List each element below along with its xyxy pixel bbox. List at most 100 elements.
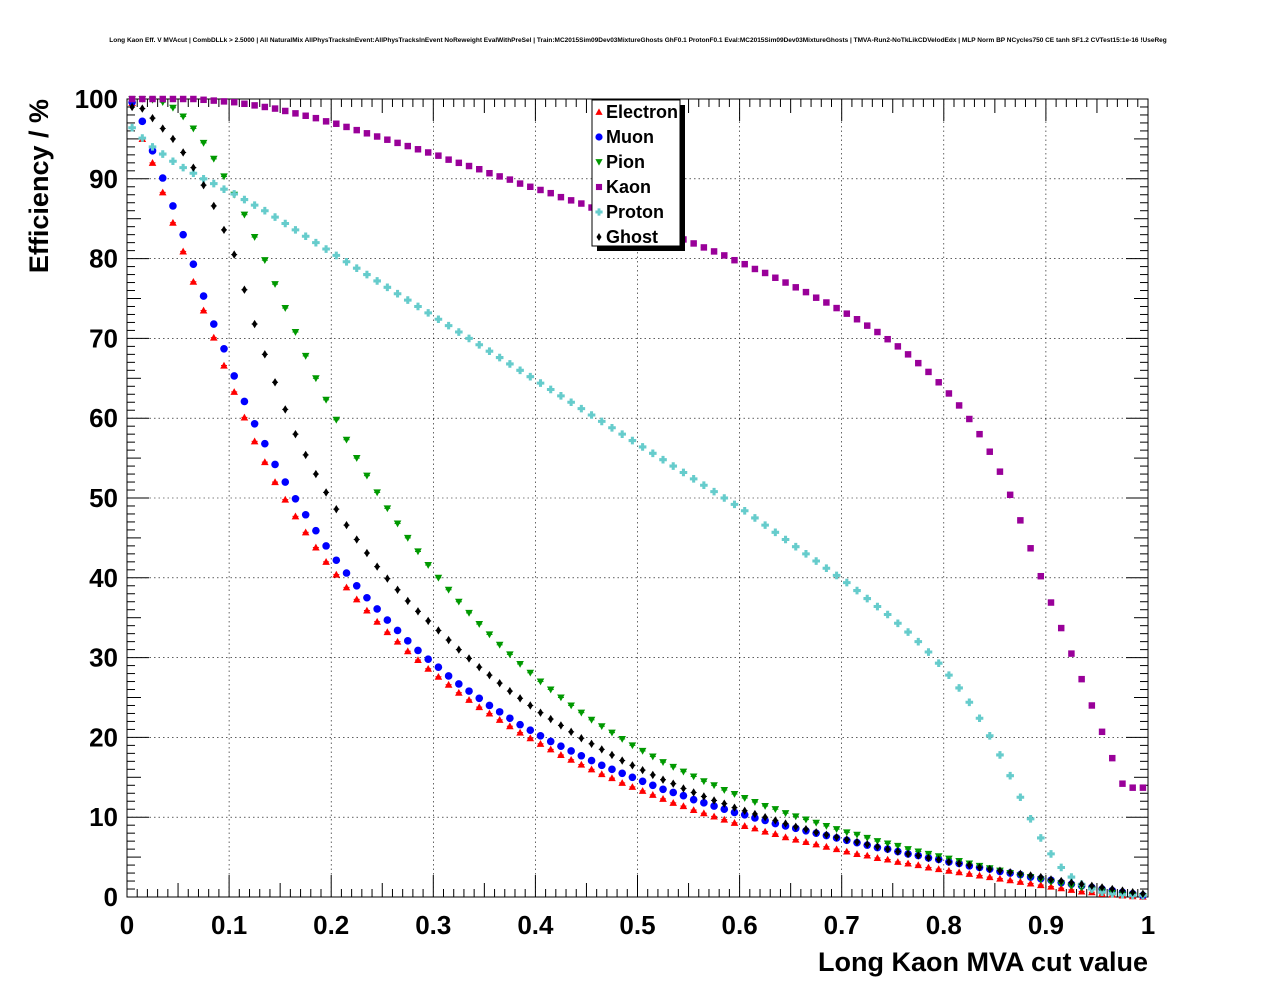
data-point [271, 460, 279, 469]
data-point [1130, 888, 1136, 897]
data-point [924, 863, 933, 871]
data-point [955, 684, 963, 692]
data-point [537, 708, 544, 717]
data-point [323, 488, 329, 497]
data-point [231, 250, 237, 259]
data-point [262, 350, 268, 359]
data-point [854, 837, 860, 847]
data-point [914, 637, 923, 646]
data-point [465, 696, 473, 703]
data-point [548, 714, 554, 724]
data-point [1078, 675, 1085, 683]
data-point [230, 190, 239, 198]
data-point [720, 805, 729, 814]
data-point [812, 294, 820, 301]
data-point [997, 866, 1003, 875]
data-point [383, 283, 392, 292]
data-point [179, 95, 187, 103]
data-point [209, 179, 218, 188]
data-point [1140, 889, 1146, 898]
data-point [761, 521, 769, 529]
data-point [527, 183, 534, 191]
data-point [874, 842, 881, 851]
data-point [945, 390, 953, 397]
data-point [945, 671, 953, 679]
data-point [199, 175, 208, 183]
data-point [638, 777, 647, 786]
data-point [863, 834, 872, 842]
data-point [373, 617, 381, 625]
data-point [649, 791, 657, 798]
data-point [802, 288, 810, 296]
data-point [812, 840, 820, 848]
data-point [608, 765, 616, 774]
data-point [250, 437, 259, 445]
data-point [220, 173, 228, 181]
data-point [1078, 880, 1085, 889]
data-point [139, 104, 145, 113]
data-point [975, 714, 984, 723]
data-point [281, 305, 290, 312]
data-point [444, 672, 453, 680]
data-point [934, 659, 943, 667]
data-point [139, 95, 146, 103]
data-point [526, 669, 535, 677]
data-point [628, 436, 637, 445]
data-point [403, 647, 412, 655]
data-point [507, 686, 513, 696]
data-point [649, 781, 657, 790]
data-point [619, 756, 625, 765]
data-point [618, 735, 626, 743]
data-point [874, 328, 881, 336]
data-point [128, 95, 136, 103]
data-point [721, 799, 727, 808]
data-point [546, 745, 555, 753]
data-point [740, 822, 749, 830]
grid [127, 99, 1148, 897]
data-point [915, 359, 922, 367]
data-point [1119, 780, 1126, 787]
data-point [148, 147, 157, 155]
data-point [721, 252, 728, 259]
data-point [455, 328, 463, 336]
data-point [160, 124, 166, 133]
data-point [771, 528, 780, 537]
data-point [546, 737, 555, 746]
data-point [485, 701, 494, 710]
data-point [1068, 878, 1075, 887]
data-point [822, 564, 831, 573]
data-point [1067, 873, 1076, 881]
data-point [435, 152, 442, 159]
data-point [843, 578, 851, 587]
data-point [608, 774, 616, 782]
data-point [751, 265, 759, 273]
data-point [782, 279, 789, 286]
chart-title: Long Kaon Eff. V MVAcut | CombDLLk > 2.5… [109, 37, 1166, 44]
data-point [588, 739, 595, 748]
y-tick-label: 40 [89, 563, 118, 593]
data-point [587, 756, 596, 765]
data-point [322, 245, 330, 253]
data-point [424, 664, 432, 672]
data-point [966, 415, 973, 423]
data-point [1109, 884, 1115, 894]
legend-label-kaon: Kaon [606, 177, 651, 197]
data-point [915, 851, 921, 860]
data-point [945, 866, 953, 874]
data-point [343, 123, 350, 131]
data-point [1038, 872, 1044, 882]
data-point [199, 306, 208, 314]
data-point [669, 462, 678, 470]
data-point [669, 799, 678, 806]
data-point [925, 853, 932, 863]
data-point [904, 628, 912, 636]
data-point [475, 694, 484, 703]
data-point [220, 185, 228, 193]
data-point [516, 366, 524, 375]
data-point [1047, 882, 1055, 890]
data-point [608, 729, 616, 737]
data-point [761, 269, 769, 277]
data-point [914, 861, 923, 869]
data-point [373, 605, 381, 613]
data-point [261, 458, 269, 466]
